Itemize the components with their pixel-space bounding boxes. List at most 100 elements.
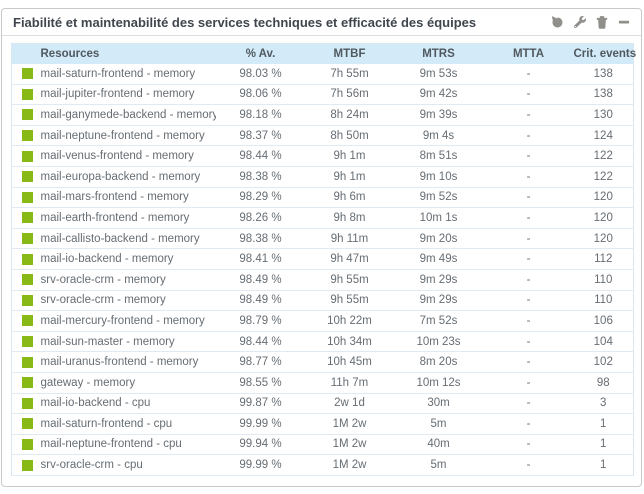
table-row[interactable]: srv-oracle-crm - cpu 99.99 % 1M 2w 5m - … [11,454,634,476]
status-cell [11,207,38,229]
status-cell [11,84,38,106]
mtrs-value: 9m 10s [393,166,484,188]
crit-events-value: 110 [573,269,634,291]
table-row[interactable]: mail-neptune-frontend - memory 98.37 % 8… [11,125,634,147]
table-row[interactable]: mail-ganymede-backend - memory 98.18 % 8… [11,104,634,126]
table-row[interactable]: srv-oracle-crm - memory 98.49 % 9h 55m 9… [11,290,634,312]
status-cell [11,310,38,332]
column-header-mtta[interactable]: MTTA [483,43,574,64]
table-body: mail-saturn-frontend - memory 98.03 % 7h… [11,63,634,476]
crit-events-value: 1 [573,454,634,476]
mtbf-value: 9h 11m [305,228,394,250]
crit-events-value: 104 [573,331,634,353]
column-header-resources[interactable]: Resources [37,43,216,64]
resource-name: srv-oracle-crm - cpu [37,454,216,476]
table-row[interactable]: gateway - memory 98.55 % 11h 7m 10m 12s … [11,372,634,394]
column-header-crit-events[interactable]: Crit. events [573,43,636,64]
status-ok-icon [22,438,33,450]
availability-value: 98.29 % [215,187,306,209]
status-cell [11,372,38,394]
column-header-mtbf[interactable]: MTBF [305,43,394,64]
mtbf-value: 9h 8m [305,207,394,229]
table-row[interactable]: mail-mars-frontend - memory 98.29 % 9h 6… [11,187,634,209]
table-row[interactable]: mail-earth-frontend - memory 98.26 % 9h … [11,207,634,229]
mtrs-value: 30m [393,393,484,415]
status-ok-icon [22,397,33,409]
status-cell [11,125,38,147]
resource-name: mail-venus-frontend - memory [37,145,216,167]
table-row[interactable]: mail-callisto-backend - memory 98.38 % 9… [11,228,634,250]
status-ok-icon [22,171,33,183]
mtta-value: - [483,104,574,126]
mtta-value: - [483,413,574,435]
mtrs-value: 9m 29s [393,290,484,312]
mtrs-value: 9m 4s [393,125,484,147]
resource-name: mail-sun-master - memory [37,331,216,353]
availability-value: 98.03 % [215,63,306,85]
status-cell [11,331,38,353]
status-cell [11,413,38,435]
resource-name: mail-saturn-frontend - memory [37,63,216,85]
status-ok-icon [22,233,33,245]
mtrs-value: 40m [393,434,484,456]
status-cell [11,393,38,415]
mtrs-value: 5m [393,413,484,435]
mtbf-value: 9h 1m [305,145,394,167]
mtrs-value: 5m [393,454,484,476]
trash-icon [596,15,608,29]
status-ok-icon [22,68,33,80]
crit-events-value: 120 [573,228,634,250]
column-header-mtrs[interactable]: MTRS [393,43,484,64]
table-row[interactable]: mail-uranus-frontend - memory 98.77 % 10… [11,351,634,373]
table-row[interactable]: mail-neptune-frontend - cpu 99.94 % 1M 2… [11,434,634,456]
mtrs-value: 7m 52s [393,310,484,332]
mtta-value: - [483,248,574,270]
mtta-value: - [483,434,574,456]
resource-name: mail-earth-frontend - memory [37,207,216,229]
mtbf-value: 7h 55m [305,63,394,85]
table-row[interactable]: mail-europa-backend - memory 98.38 % 9h … [11,166,634,188]
status-cell [11,145,38,167]
crit-events-value: 1 [573,413,634,435]
status-ok-icon [22,315,33,327]
status-ok-icon [22,274,33,286]
table-row[interactable]: mail-jupiter-frontend - memory 98.06 % 7… [11,84,634,106]
crit-events-value: 120 [573,207,634,229]
table-row[interactable]: mail-saturn-frontend - memory 98.03 % 7h… [11,63,634,85]
mtbf-value: 10h 34m [305,331,394,353]
availability-value: 99.99 % [215,454,306,476]
resource-name: mail-uranus-frontend - memory [37,351,216,373]
crit-events-value: 124 [573,125,634,147]
availability-value: 98.41 % [215,248,306,270]
delete-button[interactable] [593,14,610,31]
table-row[interactable]: mail-sun-master - memory 98.44 % 10h 34m… [11,331,634,353]
mtbf-value: 7h 56m [305,84,394,106]
status-ok-icon [22,109,33,121]
resource-name: mail-neptune-frontend - cpu [37,434,216,456]
table-row[interactable]: mail-saturn-frontend - cpu 99.99 % 1M 2w… [11,413,634,435]
resource-name: mail-europa-backend - memory [37,166,216,188]
table-row[interactable]: srv-oracle-crm - memory 98.49 % 9h 55m 9… [11,269,634,291]
table-row[interactable]: mail-mercury-frontend - memory 98.79 % 1… [11,310,634,332]
mtta-value: - [483,269,574,291]
availability-value: 98.49 % [215,290,306,312]
mtbf-value: 9h 55m [305,269,394,291]
status-cell [11,166,38,188]
configure-button[interactable] [571,14,588,31]
mtta-value: - [483,290,574,312]
mtrs-value: 9m 39s [393,104,484,126]
table-row[interactable]: mail-io-backend - cpu 99.87 % 2w 1d 30m … [11,393,634,415]
table-row[interactable]: mail-venus-frontend - memory 98.44 % 9h … [11,145,634,167]
mtrs-value: 9m 49s [393,248,484,270]
minimize-button[interactable] [615,14,632,31]
refresh-button[interactable] [549,14,566,31]
availability-value: 98.79 % [215,310,306,332]
resource-name: mail-io-backend - memory [37,248,216,270]
mtrs-value: 9m 42s [393,84,484,106]
status-cell [11,351,38,373]
column-header-availability[interactable]: % Av. [215,43,306,64]
status-ok-icon [22,191,33,203]
table-row[interactable]: mail-io-backend - memory 98.41 % 9h 47m … [11,248,634,270]
status-ok-icon [22,212,33,224]
availability-value: 98.26 % [215,207,306,229]
